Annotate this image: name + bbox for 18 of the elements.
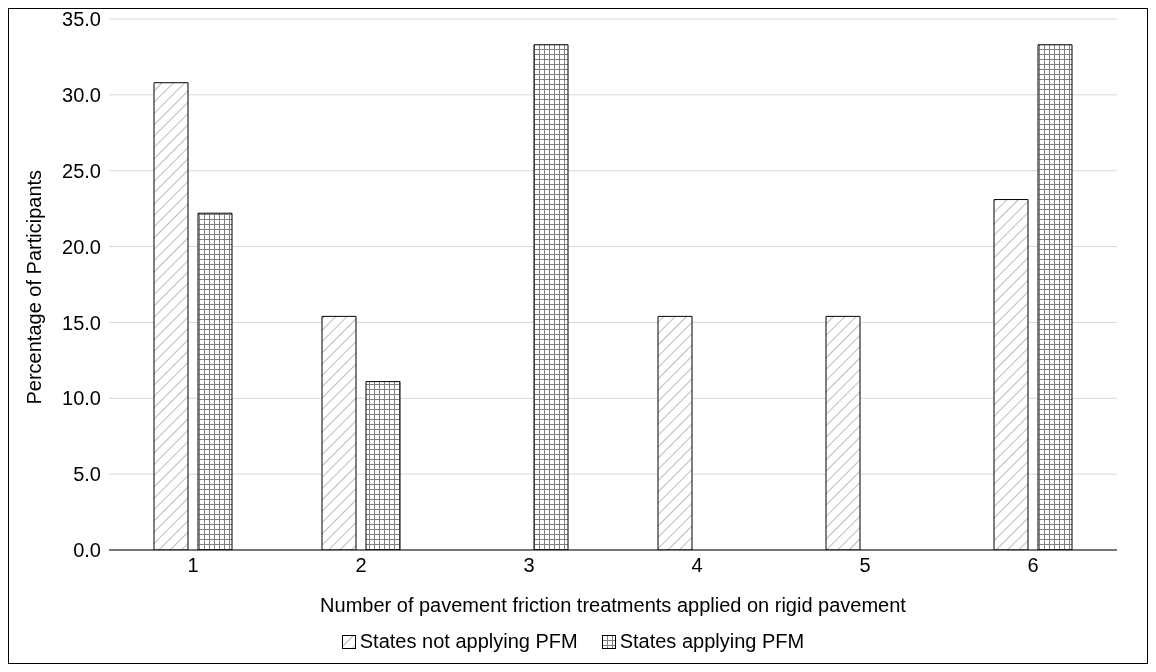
x-tick-label: 5 [859,554,871,577]
x-tick-label: 2 [355,554,367,577]
y-tick-label: 35.0 [62,8,101,31]
y-tick-label: 25.0 [62,159,101,182]
y-tick-label: 10.0 [62,387,101,410]
y-tick-label: 5.0 [73,463,101,486]
x-tick-label: 4 [691,554,703,577]
y-tick-label: 20.0 [62,235,101,258]
x-tick-label: 3 [523,554,535,577]
y-axis-title: Percentage of Participants [23,169,46,405]
legend-label: States not applying PFM [359,630,578,653]
y-tick-label: 15.0 [62,311,101,334]
x-tick-label: 6 [1027,554,1039,577]
x-tick-label: 1 [187,554,199,577]
x-axis-title: Number of pavement friction treatments applied on rigid pavement [320,594,907,616]
legend-label: States applying PFM [619,630,805,653]
y-tick-label: 0.0 [73,539,101,562]
y-tick-label: 30.0 [62,83,101,106]
